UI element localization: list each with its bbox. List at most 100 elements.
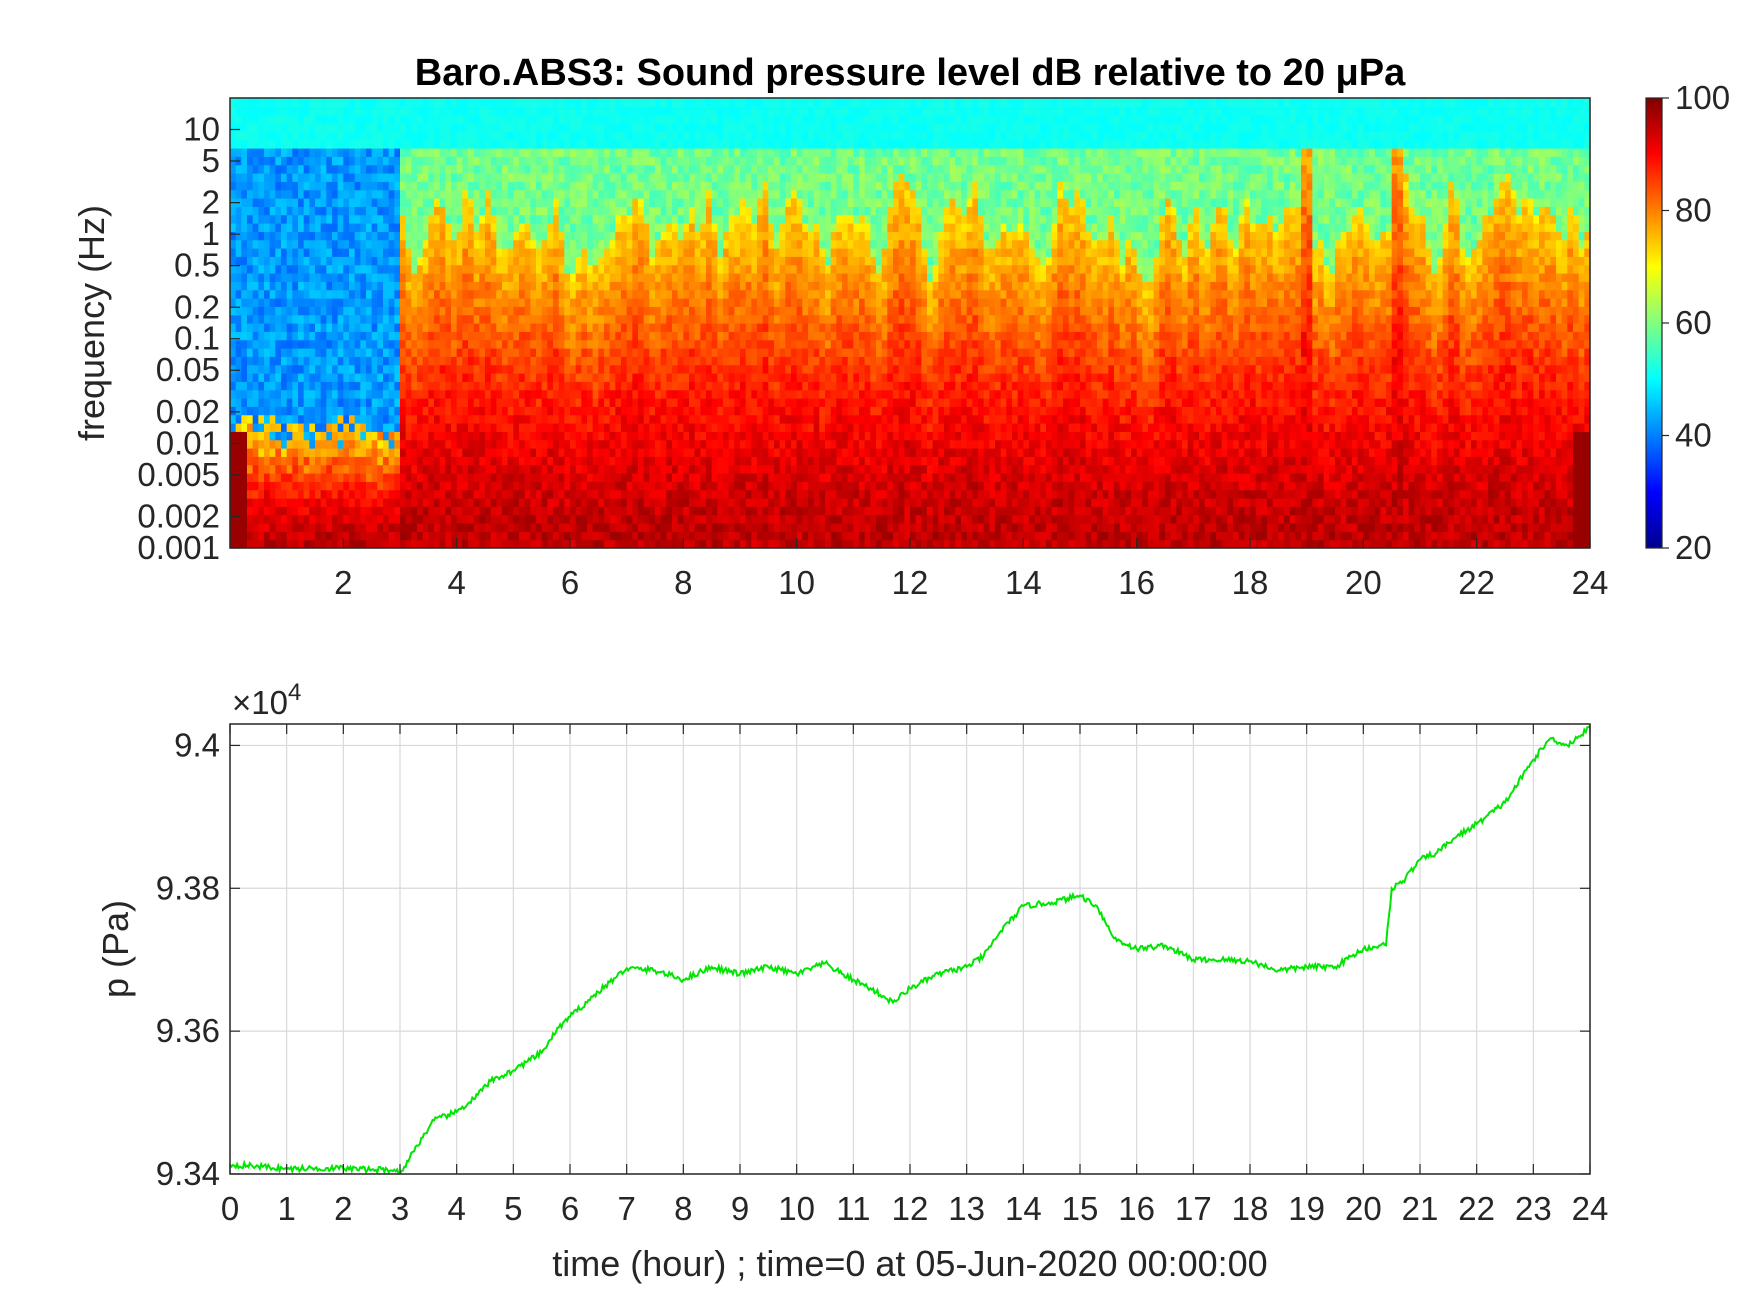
spectrogram-cell xyxy=(417,314,424,324)
spectrogram-cell xyxy=(649,173,656,182)
spectrogram-cell xyxy=(706,256,713,266)
spectrogram-cell xyxy=(230,339,237,349)
spectrogram-cell xyxy=(519,139,526,149)
spectrogram-cell xyxy=(320,523,327,532)
spectrogram-cell xyxy=(343,456,350,466)
spectrogram-cell xyxy=(700,256,707,266)
spectrogram-cell xyxy=(468,406,475,416)
spectrogram-cell xyxy=(604,173,611,182)
spectrogram-cell xyxy=(349,398,356,407)
spectrogram-cell xyxy=(343,481,350,491)
spectrogram-cell xyxy=(689,506,696,516)
spectrogram-cell xyxy=(400,448,407,457)
spectrogram-cell xyxy=(247,398,254,407)
spectrogram-cell xyxy=(462,114,469,124)
spectrogram-cell xyxy=(258,206,265,216)
spectrogram-title: Baro.ABS3: Sound pressure level dB relat… xyxy=(415,52,1406,94)
spectrogram-cell xyxy=(728,214,735,224)
spectrogram-cell xyxy=(292,298,299,307)
spectrogram-cell xyxy=(422,514,429,524)
spectrogram-cell xyxy=(456,331,463,341)
spectrogram-cell xyxy=(292,239,299,249)
spectrogram-cell xyxy=(496,431,503,441)
spectrogram-cell xyxy=(672,481,679,491)
spectrogram-cell xyxy=(456,189,463,199)
spectrogram-cell xyxy=(303,414,310,424)
spectrogram-cell xyxy=(230,281,237,291)
spectrogram-cell xyxy=(564,198,571,207)
spectrogram-cell xyxy=(451,331,458,341)
spectrogram-cell xyxy=(745,348,752,357)
spectrogram-cell xyxy=(366,414,373,424)
spectrogram-cell xyxy=(592,181,599,191)
spectrogram-cell xyxy=(734,298,741,307)
spectrogram-cell xyxy=(519,456,526,466)
spectrogram-cell xyxy=(354,223,361,232)
spectrogram-cell xyxy=(326,298,333,307)
spectrogram-cell xyxy=(615,223,622,232)
spectrogram-cell xyxy=(439,106,446,116)
spectrogram-cell xyxy=(434,114,441,124)
spectrogram-cell xyxy=(689,306,696,316)
spectrogram-cell xyxy=(434,514,441,524)
spectrogram-cell xyxy=(711,181,718,191)
spectrogram-cell xyxy=(456,481,463,491)
spectrogram-cell xyxy=(626,498,633,507)
spectrogram-cell xyxy=(745,364,752,374)
spectrogram-cell xyxy=(558,231,565,241)
spectrogram-cell xyxy=(354,339,361,349)
spectrogram-cell xyxy=(677,539,684,548)
spectrogram-cell xyxy=(558,364,565,374)
spectrogram-cell xyxy=(462,531,469,541)
spectrogram-cell xyxy=(598,431,605,441)
spectrogram-cell xyxy=(269,373,276,382)
spectrogram-cell xyxy=(411,456,418,466)
spectrogram-cell xyxy=(496,523,503,532)
spectrogram-cell xyxy=(388,439,395,449)
spectrogram-cell xyxy=(536,239,543,249)
spectrogram-cell xyxy=(258,539,265,548)
spectrogram-cell xyxy=(717,139,724,149)
spectrogram-cell xyxy=(326,439,333,449)
spectrogram-cell xyxy=(541,423,548,432)
spectrogram-cell xyxy=(751,514,758,524)
spectrogram-cell xyxy=(320,173,327,182)
spectrogram-cell xyxy=(366,531,373,541)
spectrogram-cell xyxy=(422,523,429,532)
spectrogram-cell xyxy=(496,331,503,341)
spectrogram-cell xyxy=(394,256,401,266)
spectrogram-cell xyxy=(383,198,390,207)
spectrogram-cell xyxy=(547,139,554,149)
spectrogram-cell xyxy=(417,456,424,466)
spectrogram-cell xyxy=(241,406,248,416)
spectrogram-cell xyxy=(666,381,673,391)
spectrogram-cell xyxy=(326,506,333,516)
spectrogram-cell xyxy=(609,448,616,457)
spectrogram-cell xyxy=(666,406,673,416)
spectrogram-cell xyxy=(281,273,288,282)
spectrogram-cell xyxy=(462,389,469,399)
spectrogram-cell xyxy=(649,248,656,257)
spectrogram-cell xyxy=(672,306,679,316)
spectrogram-cell xyxy=(473,464,480,474)
spectrogram-cell xyxy=(388,273,395,282)
spectrogram-cell xyxy=(298,481,305,491)
spectrogram-cell xyxy=(553,156,560,166)
spectrogram-cell xyxy=(694,356,701,366)
spectrogram-cell xyxy=(666,464,673,474)
spectrogram-cell xyxy=(592,356,599,366)
spectrogram-cell xyxy=(519,264,526,274)
spectrogram-cell xyxy=(666,423,673,432)
spectrogram-cell xyxy=(553,256,560,266)
spectrogram-cell xyxy=(541,498,548,507)
spectrogram-cell xyxy=(621,298,628,307)
spectrogram-cell xyxy=(553,439,560,449)
spectrogram-cell xyxy=(655,381,662,391)
spectrogram-cell xyxy=(541,389,548,399)
spectrogram-cell xyxy=(456,214,463,224)
spectrogram-cell xyxy=(734,156,741,166)
spectrogram-cell xyxy=(587,214,594,224)
spectrogram-cell xyxy=(496,398,503,407)
spectrogram-cell xyxy=(711,464,718,474)
spectrogram-cell xyxy=(643,423,650,432)
